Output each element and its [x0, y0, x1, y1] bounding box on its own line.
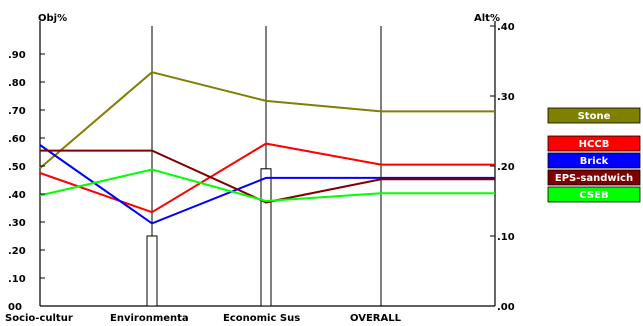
category-label: Environmenta [110, 313, 189, 324]
legend-item-brick: Brick [547, 152, 641, 169]
category-labels: Socio-cultur Environmenta Economic Sus OVER… [5, 313, 402, 324]
legend-item-hccb: HCCB [547, 135, 641, 152]
left-tick-label: .80 [8, 78, 26, 89]
objective-weight-bars [146, 168, 272, 307]
series-lines [39, 71, 495, 225]
left-tick-label: .30 [8, 218, 26, 229]
series-line-hccb [39, 142, 495, 214]
series-line-cseb [39, 168, 495, 203]
category-label: Economic Sus [223, 313, 300, 324]
legend: Stone HCCB Brick EPS-sandwich CSEB [547, 107, 641, 203]
category-label: Socio-cultur [5, 313, 73, 324]
legend-swatch [547, 152, 641, 169]
legend-item-stone: Stone [547, 107, 641, 124]
series-line-stone [39, 71, 495, 169]
legend-label: EPS-sandwich [555, 173, 633, 184]
series-line-eps-sandwich [40, 149, 495, 204]
legend-swatch [547, 107, 641, 124]
legend-swatch [547, 135, 641, 152]
legend-swatch [547, 186, 641, 203]
left-axis-title: Obj% [38, 13, 67, 24]
right-tick-label: .10 [497, 232, 515, 243]
left-tick-label: .50 [8, 162, 26, 173]
left-tick-label: .90 [8, 50, 26, 61]
legend-label: CSEB [579, 190, 608, 201]
weight-bar-1 [146, 235, 158, 307]
right-tick-label: .40 [497, 22, 515, 33]
left-tick-label: .10 [8, 274, 26, 285]
legend-label: Stone [578, 111, 611, 122]
series-line-brick [39, 144, 495, 225]
legend-label: HCCB [579, 139, 610, 150]
left-tick-label: .60 [8, 134, 26, 145]
left-tick-label: .40 [8, 190, 26, 201]
left-tick-label: .70 [8, 106, 26, 117]
category-label: OVERALL [350, 313, 402, 324]
left-tick-label: 00 [8, 302, 22, 313]
right-tick-label: .20 [497, 162, 515, 173]
legend-swatch [547, 169, 641, 186]
axis-ticks: 00 .10 .20 .30 .40 .50 .60 .70 .80 .90 .00 .10 .20 .3… [8, 22, 515, 313]
legend-item-eps-sandwich: EPS-sandwich [547, 169, 641, 186]
right-tick-label: .00 [497, 302, 515, 313]
legend-item-cseb: CSEB [547, 186, 641, 203]
left-tick-label: .20 [8, 246, 26, 257]
weight-bar-2 [260, 168, 272, 307]
legend-label: Brick [580, 156, 609, 167]
right-axis-title: Alt% [474, 13, 500, 24]
right-tick-label: .30 [497, 92, 515, 103]
